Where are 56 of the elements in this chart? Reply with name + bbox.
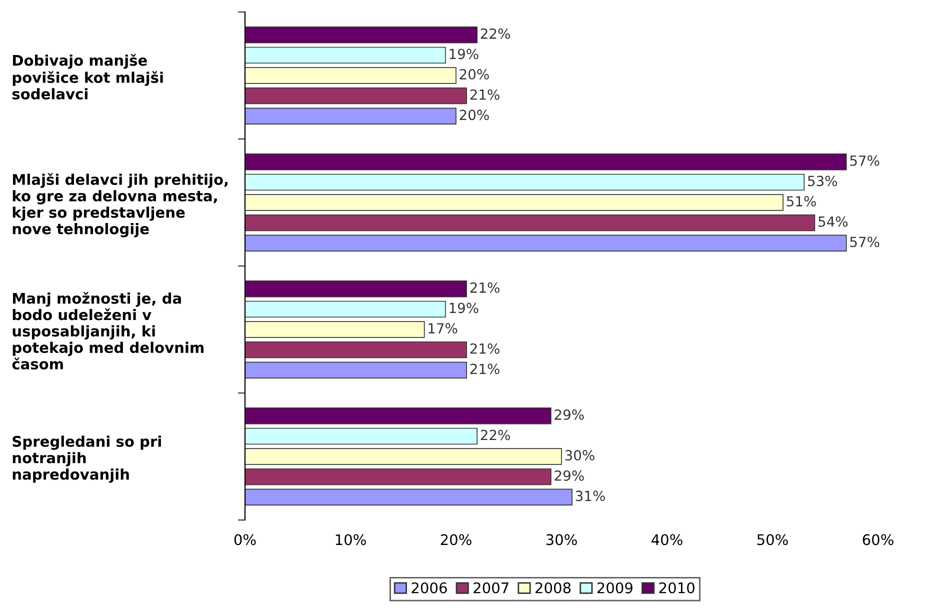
y-tick-label: Mlajši delavci jih prehitijo, ko gre za delovna mesta, kjer so predstavljene nove tehnologije xyxy=(12,173,228,238)
data-label: 19% xyxy=(450,302,478,314)
x-tick-label: 20% xyxy=(440,534,472,546)
bar xyxy=(245,300,446,318)
bar xyxy=(245,174,805,191)
data-label: 21% xyxy=(470,282,500,293)
y-tick-label: Dobivajo manjše povišice kot mlajši sodelavci xyxy=(12,54,163,100)
bar xyxy=(245,87,467,104)
bar xyxy=(245,280,467,298)
data-label: 21% xyxy=(470,343,500,354)
data-label: 53% xyxy=(808,176,838,186)
bar xyxy=(245,108,456,124)
bar xyxy=(245,154,847,170)
data-label: 29% xyxy=(554,409,584,420)
data-label: 22% xyxy=(480,28,510,39)
bar xyxy=(245,234,847,252)
bar xyxy=(245,341,467,358)
data-label: 57% xyxy=(850,236,880,248)
data-label: 17% xyxy=(428,323,458,334)
bar xyxy=(245,488,572,506)
bar xyxy=(245,448,562,465)
legend-label: 2009 xyxy=(597,582,632,594)
data-label: 20% xyxy=(460,110,489,120)
legend-label: 2010 xyxy=(659,582,694,594)
bar xyxy=(245,321,425,338)
data-label: 54% xyxy=(818,216,848,227)
bar xyxy=(245,194,784,211)
data-label: 21% xyxy=(470,364,500,374)
x-tick-label: 10% xyxy=(336,534,366,546)
data-label: 30% xyxy=(565,450,594,461)
bar xyxy=(245,428,478,445)
data-label: 29% xyxy=(554,470,584,481)
legend-label: 2006 xyxy=(412,582,447,594)
bar xyxy=(245,214,816,232)
data-label: 31% xyxy=(576,490,605,502)
data-label: 21% xyxy=(470,89,500,100)
y-tick-label: Spregledani so pri notranjih napredovanjih xyxy=(12,436,161,483)
x-tick-label: 30% xyxy=(546,534,577,546)
bar xyxy=(245,362,467,378)
x-tick-label: 50% xyxy=(757,534,788,546)
data-label: 19% xyxy=(450,48,478,60)
x-tick-label: 40% xyxy=(652,534,682,546)
y-tick-label: Manj možnosti je, da bodo udeleženi v usposabljanjih, ki potekajo med delovnim časom xyxy=(12,292,204,370)
bar xyxy=(245,468,552,486)
bar xyxy=(245,67,456,84)
bar xyxy=(245,26,478,44)
bar xyxy=(245,46,446,64)
data-label: 20% xyxy=(460,69,489,80)
data-label: 22% xyxy=(480,430,510,440)
legend-label: 2007 xyxy=(474,582,508,594)
bar xyxy=(245,408,552,424)
legend-label: 2008 xyxy=(536,582,571,594)
data-label: 57% xyxy=(850,155,880,166)
x-tick-label: 0% xyxy=(234,534,256,546)
x-tick-label: 60% xyxy=(862,534,894,546)
data-label: 51% xyxy=(786,196,816,207)
